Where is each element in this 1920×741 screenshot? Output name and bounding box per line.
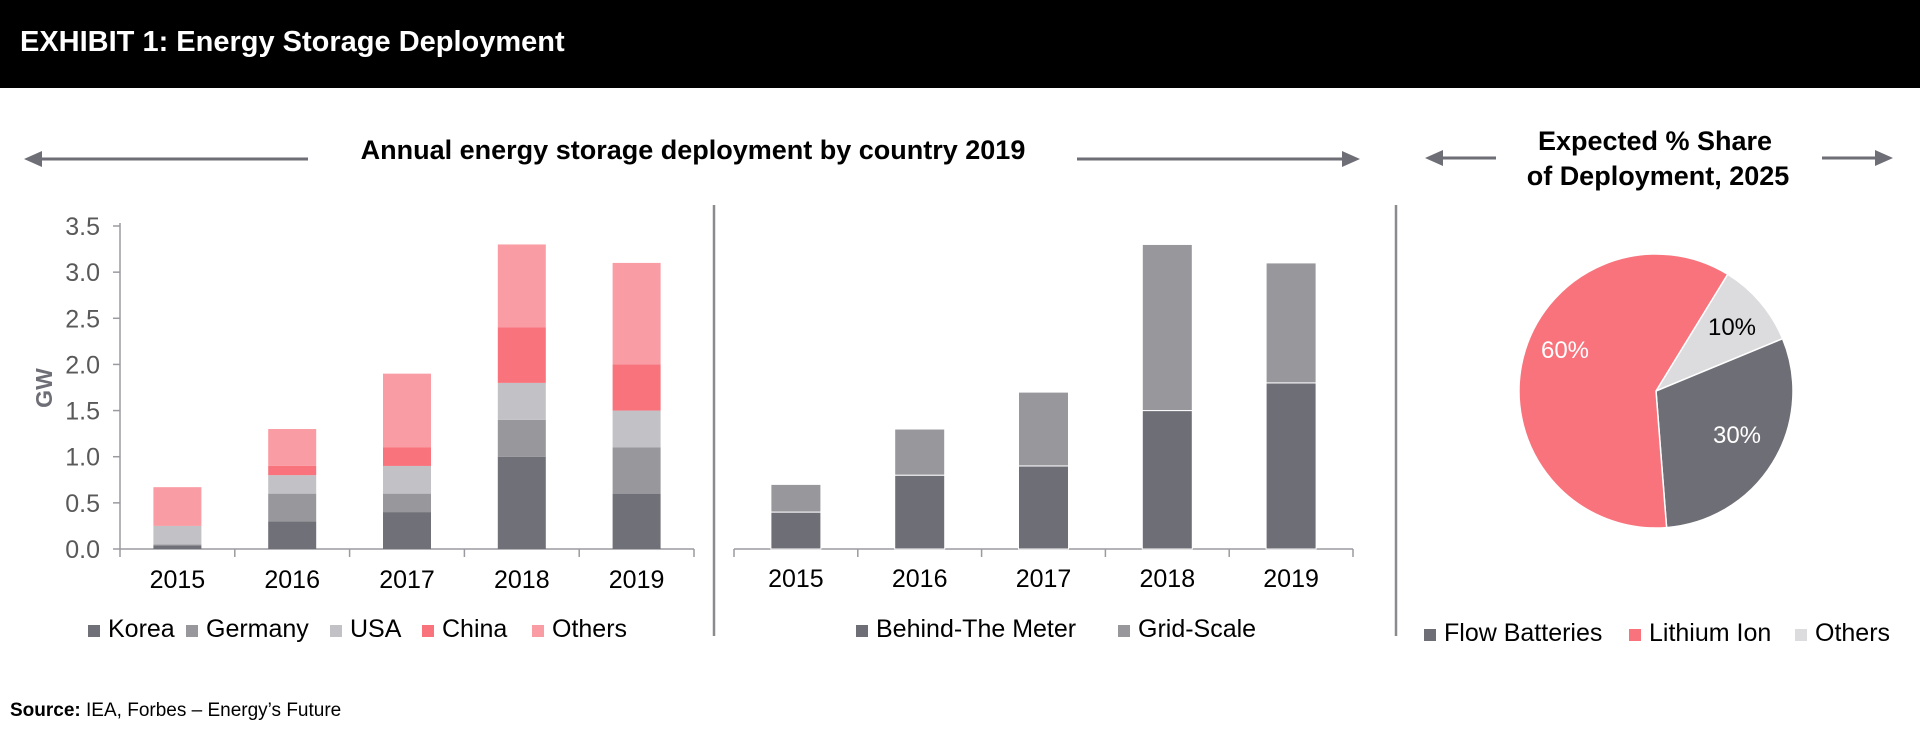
source-note: Source: IEA, Forbes – Energy’s Future	[10, 700, 341, 722]
pie-slice-flow-batteries	[1655, 337, 1794, 529]
bar1-y-tick-label-7: 3.5	[65, 213, 100, 241]
bar1-germany-2016	[268, 493, 317, 522]
bar2-behind-the-meter-2016	[894, 474, 946, 550]
bar1-x-label-2019: 2019	[609, 566, 665, 594]
bar1-usa-2018	[497, 382, 546, 420]
bar2-legend-swatch-0	[856, 625, 868, 637]
exhibit-chart-canvas: Annual energy storage deployment by coun…	[24, 126, 1893, 647]
pie-legend-swatch-0	[1424, 629, 1436, 641]
bar1-korea-2015	[153, 545, 202, 549]
pie-label-lithium-ion: 60%	[1541, 337, 1589, 364]
bar1-legend-swatch-3	[422, 625, 434, 637]
bar2-x-label-2017: 2017	[1016, 565, 1072, 593]
bar1-y-tick-label-5: 2.5	[65, 305, 100, 333]
bar1-others-2018	[497, 244, 546, 328]
title-arrow-left-head	[24, 151, 42, 167]
bar1-y-axis-label: GW	[31, 368, 57, 408]
bar2-legend-swatch-1	[1118, 625, 1130, 637]
exhibit-title: EXHIBIT 1: Energy Storage Deployment	[20, 26, 565, 58]
bar2-behind-the-meter-2019	[1265, 382, 1317, 550]
pie-arrow-left-head	[1425, 150, 1443, 166]
source-text: IEA, Forbes – Energy’s Future	[86, 700, 342, 721]
bar1-legend-label-4: Others	[552, 615, 627, 643]
pie-legend-swatch-2	[1795, 629, 1807, 641]
bar1-others-2015	[153, 487, 202, 526]
bar1-legend-label-1: Germany	[206, 615, 309, 643]
bar1-korea-2018	[497, 456, 546, 549]
bar1-korea-2019	[612, 493, 661, 549]
pie-slice-lithium-ion	[1518, 253, 1729, 529]
bar1-y-tick-label-6: 3.0	[65, 259, 100, 287]
pie-legend-label-0: Flow Batteries	[1444, 619, 1602, 647]
bar1-legend-swatch-1	[186, 625, 198, 637]
bar1-x-label-2015: 2015	[150, 566, 206, 594]
bar2-grid-scale-2016	[894, 428, 946, 476]
title-arrow-right-head	[1342, 151, 1360, 167]
bar1-germany-2018	[497, 419, 546, 457]
bar1-legend-label-3: China	[442, 615, 507, 643]
bar2-x-label-2018: 2018	[1139, 565, 1195, 593]
bar1-usa-2015	[153, 525, 202, 545]
bar-section-title: Annual energy storage deployment by coun…	[361, 135, 1026, 165]
bar2-behind-the-meter-2018	[1141, 410, 1193, 550]
pie-legend-label-1: Lithium Ion	[1649, 619, 1771, 647]
bar1-y-tick-label-3: 1.5	[65, 398, 100, 426]
source-label: Source:	[10, 700, 81, 721]
pie-title-line-2: of Deployment, 2025	[1527, 161, 1790, 191]
bar1-legend-swatch-0	[88, 625, 100, 637]
pie-label-others: 10%	[1708, 314, 1756, 341]
bar1-germany-2017	[383, 493, 431, 513]
bar1-others-2016	[268, 429, 317, 466]
bar1-legend-swatch-4	[532, 625, 544, 637]
bar1-others-2017	[383, 373, 431, 448]
bar1-x-label-2016: 2016	[264, 566, 320, 594]
bar2-legend-label-0: Behind-The Meter	[876, 615, 1076, 643]
bar2-x-label-2016: 2016	[892, 565, 948, 593]
bar1-legend-label-2: USA	[350, 615, 402, 643]
bar2-grid-scale-2015	[770, 483, 822, 513]
bar1-usa-2019	[612, 410, 661, 448]
bar2-x-label-2019: 2019	[1263, 565, 1319, 593]
bar2-legend-label-1: Grid-Scale	[1138, 615, 1256, 643]
bar1-others-2019	[612, 262, 661, 365]
bar1-korea-2016	[268, 521, 317, 549]
pie-title-line-1: Expected % Share	[1538, 126, 1772, 156]
pie-legend-swatch-1	[1629, 629, 1641, 641]
bar2-grid-scale-2017	[1018, 391, 1069, 467]
bar1-usa-2017	[383, 465, 431, 494]
bar1-y-tick-label-1: 0.5	[65, 490, 100, 518]
bar1-legend-swatch-2	[330, 625, 342, 637]
bar1-y-tick-label-2: 1.0	[65, 444, 100, 472]
bar1-germany-2019	[612, 447, 661, 494]
bar1-korea-2017	[383, 512, 431, 549]
bar2-grid-scale-2019	[1265, 262, 1317, 384]
bar1-x-label-2018: 2018	[494, 566, 550, 594]
bar1-usa-2016	[268, 475, 317, 494]
pie-slice-others	[1654, 273, 1784, 393]
pie-label-flow-batteries: 30%	[1713, 422, 1761, 449]
bar2-grid-scale-2018	[1141, 243, 1193, 412]
bar2-behind-the-meter-2017	[1018, 465, 1069, 550]
exhibit-header: EXHIBIT 1: Energy Storage Deployment	[0, 0, 1920, 88]
pie-arrow-right-head	[1875, 150, 1893, 166]
bar1-x-label-2017: 2017	[379, 566, 435, 594]
bar1-y-tick-label-0: 0.0	[65, 536, 100, 564]
bar1-china-2019	[612, 364, 661, 411]
bar1-germany-2015	[153, 544, 202, 546]
bar1-y-tick-label-4: 2.0	[65, 351, 100, 379]
bar1-china-2018	[497, 327, 546, 383]
bar1-legend-label-0: Korea	[108, 615, 175, 643]
bar2-behind-the-meter-2015	[770, 511, 822, 550]
bar1-china-2016	[268, 465, 317, 476]
pie-legend-label-2: Others	[1815, 619, 1890, 647]
bar1-china-2017	[383, 447, 431, 466]
bar2-x-label-2015: 2015	[768, 565, 824, 593]
